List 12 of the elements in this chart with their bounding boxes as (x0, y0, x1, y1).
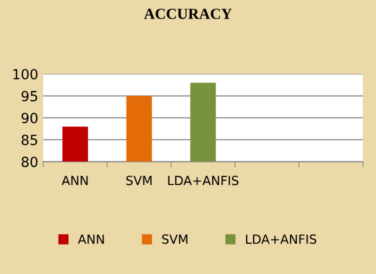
x-tick-label: SVM (126, 176, 152, 186)
y-tick-label: 95 (22, 90, 38, 102)
legend-label: ANN (78, 234, 104, 244)
y-tick-label: 100 (13, 68, 38, 80)
y-tick-label: 85 (22, 134, 38, 146)
x-tick-label: ANN (62, 176, 88, 186)
y-tick-label: 80 (22, 156, 38, 168)
legend-label: LDA+ANFIS (246, 234, 316, 244)
legend-label: SVM (162, 234, 188, 244)
x-tick-label: LDA+ANFIS (168, 176, 238, 186)
y-tick-label: 90 (22, 112, 38, 124)
chart-title: ACCURACY (144, 8, 232, 19)
